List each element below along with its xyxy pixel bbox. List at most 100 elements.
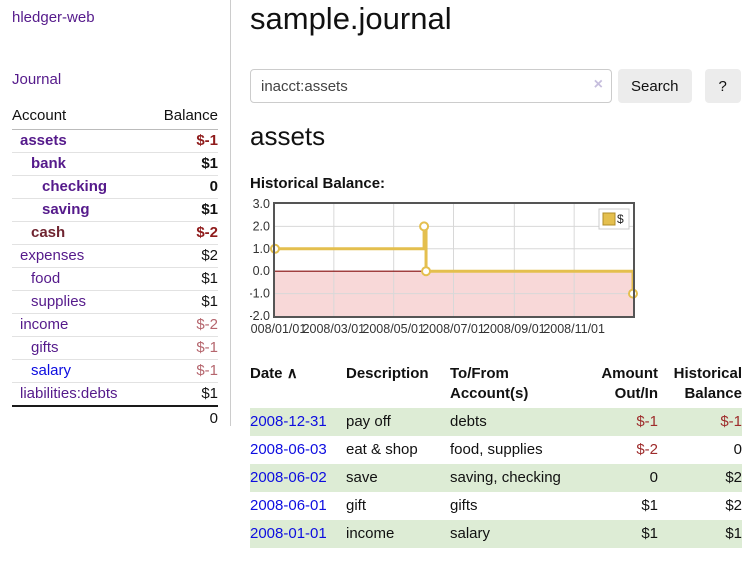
- page-title: sample.journal: [250, 1, 452, 36]
- transaction-description: save: [346, 469, 378, 486]
- account-row: bank $1: [12, 152, 218, 176]
- account-balance: $1: [148, 290, 218, 314]
- account-row: income $-2: [12, 313, 218, 337]
- x-tick-label: 2008/07/01: [422, 322, 485, 336]
- sidebar-account-link[interactable]: liabilities:debts: [20, 385, 118, 402]
- account-row: gifts $-1: [12, 336, 218, 360]
- transaction-amount: $-2: [636, 441, 658, 458]
- transaction-balance: $2: [725, 469, 742, 486]
- account-balance: $-2: [148, 313, 218, 337]
- historical-balance-chart[interactable]: $3.0 2.0 1.0 0.0 -1.0 -2.02008/01/012008/03/0…: [250, 196, 742, 346]
- transactions-header-description: Description: [346, 365, 429, 382]
- transaction-date-link[interactable]: 2008-06-01: [250, 497, 327, 514]
- accounts-table: Account Balance assets $-1 bank $1 checking 0…: [12, 104, 218, 430]
- transaction-date-cell: 2008-12-31: [250, 408, 346, 436]
- sidebar-account-link[interactable]: saving: [42, 201, 90, 218]
- x-tick-label: 2008/05/01: [362, 322, 425, 336]
- accounts-total-spacer: [12, 405, 149, 430]
- sidebar-account-link[interactable]: assets: [20, 132, 67, 149]
- transaction-accounts: food, supplies: [450, 441, 543, 458]
- transaction-date-link[interactable]: 2008-06-02: [250, 469, 327, 486]
- transaction-row: 2008-06-02 save saving, checking 0 $2: [250, 464, 742, 492]
- transaction-date-cell: 2008-06-01: [250, 492, 346, 520]
- transaction-date-cell: 2008-06-03: [250, 436, 346, 464]
- transaction-amount: $1: [641, 497, 658, 514]
- account-balance: $-1: [148, 336, 218, 360]
- chart-point[interactable]: [419, 221, 430, 232]
- search-button[interactable]: Search: [618, 69, 692, 103]
- transactions-header-row: Date ∧ Description To/From Account(s) Am…: [250, 360, 742, 408]
- y-tick-label: -1.0: [250, 287, 270, 301]
- y-tick-label: 3.0: [253, 197, 270, 211]
- transaction-description: eat & shop: [346, 441, 418, 458]
- transactions-header-balance: Historical Balance: [673, 365, 742, 402]
- legend-label: $: [617, 212, 624, 226]
- x-tick-label: 2008/03/01: [303, 322, 366, 336]
- sidebar-account-link[interactable]: salary: [31, 362, 72, 379]
- search-input-wrapper: ×: [250, 69, 612, 103]
- transaction-balance: $2: [725, 497, 742, 514]
- account-row: cash $-2: [12, 221, 218, 245]
- search-row: × Search ?: [250, 69, 741, 103]
- account-row: salary $-1: [12, 359, 218, 383]
- brand-link[interactable]: hledger-web: [12, 9, 95, 26]
- sidebar-account-link[interactable]: gifts: [31, 339, 59, 356]
- accounts-total-row: 0: [12, 405, 218, 430]
- transaction-description: income: [346, 525, 395, 542]
- plot-border: [273, 202, 635, 318]
- sidebar-account-link[interactable]: income: [20, 316, 69, 333]
- sidebar-account-link[interactable]: bank: [31, 155, 67, 172]
- y-tick-label: -2.0: [250, 309, 270, 323]
- account-row: supplies $1: [12, 290, 218, 314]
- y-tick-label: 0.0: [253, 264, 270, 278]
- help-button[interactable]: ?: [704, 69, 741, 103]
- account-row: saving $1: [12, 198, 218, 222]
- transaction-description: pay off: [346, 413, 391, 430]
- sort-asc-icon: ∧: [286, 365, 298, 382]
- clear-search-icon[interactable]: ×: [593, 76, 603, 93]
- transaction-row: 2008-01-01 income salary $1 $1: [250, 520, 742, 548]
- transaction-accounts: saving, checking: [450, 469, 561, 486]
- account-balance: $1: [148, 382, 218, 406]
- accounts-header-balance: Balance: [148, 104, 218, 130]
- transaction-date-cell: 2008-06-02: [250, 464, 346, 492]
- chart-title: Historical Balance:: [250, 175, 386, 192]
- transactions-header-date[interactable]: Date ∧: [250, 360, 346, 408]
- x-tick-label: 2008/01/01: [250, 322, 306, 336]
- account-row: liabilities:debts $1: [12, 382, 218, 406]
- transaction-amount: $-1: [636, 413, 658, 430]
- search-input[interactable]: [250, 69, 612, 103]
- transactions-header-accounts: To/From Account(s): [450, 365, 529, 402]
- transaction-balance: 0: [733, 441, 742, 458]
- account-row: assets $-1: [12, 130, 218, 153]
- sidebar-account-link[interactable]: supplies: [31, 293, 87, 310]
- account-heading: assets: [250, 121, 326, 151]
- transaction-row: 2008-06-03 eat & shop food, supplies $-2 0: [250, 436, 742, 464]
- account-balance: $-1: [196, 132, 218, 149]
- transaction-row: 2008-12-31 pay off debts $-1 $-1: [250, 408, 742, 436]
- x-tick-label: 2008/11/01: [543, 322, 605, 336]
- legend-swatch: [602, 212, 616, 226]
- chart-point[interactable]: [421, 266, 432, 277]
- transaction-date-link[interactable]: 2008-12-31: [250, 413, 327, 430]
- sidebar: hledger-web Journal Account Balance asse…: [0, 0, 231, 430]
- main-content: sample.journal × Search ? assets Histori…: [250, 0, 742, 582]
- x-tick-label: 2008/09/01: [483, 322, 546, 336]
- transactions-header-amount: Amount Out/In: [601, 365, 658, 402]
- transaction-description: gift: [346, 497, 367, 514]
- account-row: checking 0: [12, 175, 218, 199]
- sidebar-account-link[interactable]: food: [31, 270, 61, 287]
- transaction-date-link[interactable]: 2008-01-01: [250, 525, 327, 542]
- sidebar-account-link[interactable]: expenses: [20, 247, 85, 264]
- sidebar-item-journal[interactable]: Journal: [12, 71, 62, 88]
- transaction-accounts: debts: [450, 413, 487, 430]
- sidebar-account-link[interactable]: cash: [31, 224, 66, 241]
- chart-canvas[interactable]: $3.0 2.0 1.0 0.0 -1.0 -2.02008/01/012008/03/0…: [250, 196, 742, 346]
- account-balance: 0: [148, 175, 218, 199]
- account-row: food $1: [12, 267, 218, 291]
- transaction-amount: 0: [649, 469, 658, 486]
- transaction-date-link[interactable]: 2008-06-03: [250, 441, 327, 458]
- sidebar-account-link[interactable]: checking: [42, 178, 108, 195]
- y-tick-label: 2.0: [253, 219, 270, 233]
